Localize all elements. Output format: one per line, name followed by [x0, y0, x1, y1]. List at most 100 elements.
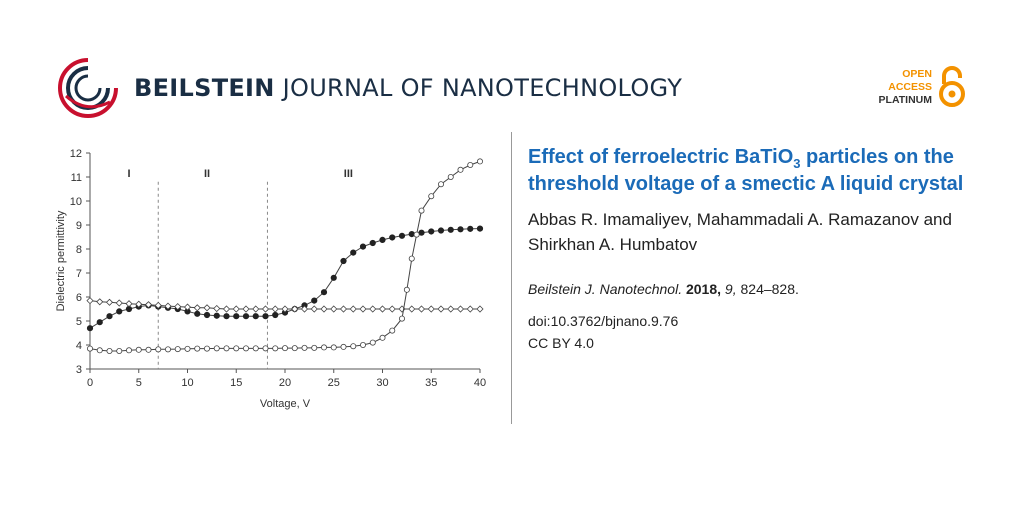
- data-point: [369, 239, 376, 247]
- series-line: [89, 160, 481, 352]
- data-point: [96, 319, 103, 326]
- data-point: [174, 303, 182, 311]
- journal-name-rest: JOURNAL OF NANOTECHNOLOGY: [282, 74, 683, 102]
- data-point: [193, 304, 201, 312]
- data-point: [252, 305, 260, 313]
- x-tick-label: 30: [376, 377, 388, 389]
- data-point: [86, 297, 94, 305]
- logo-inner-arc-icon: [74, 74, 102, 102]
- y-tick-label: 6: [76, 292, 82, 304]
- title-part1: Effect of ferroelectric BaTiO: [528, 146, 794, 168]
- data-point: [105, 298, 114, 306]
- data-point: [457, 226, 464, 233]
- citation-journal: Beilstein J. Nanotechnol.: [528, 281, 683, 297]
- data-point: [340, 343, 347, 350]
- journal-brand: BEILSTEIN: [134, 74, 275, 102]
- data-point: [311, 297, 318, 304]
- data-point: [418, 207, 425, 214]
- data-point: [252, 345, 259, 352]
- data-point: [476, 225, 484, 232]
- x-axis-label: Voltage, V: [260, 398, 311, 410]
- data-point: [281, 345, 288, 352]
- region-label: II: [204, 168, 210, 180]
- y-tick-label: 9: [76, 220, 82, 232]
- open-access-lock-icon: [939, 66, 965, 107]
- data-point: [428, 228, 435, 235]
- citation: Beilstein J. Nanotechnol. 2018, 9, 824–8…: [528, 281, 998, 297]
- data-point: [96, 347, 103, 354]
- data-point: [427, 305, 435, 313]
- y-tick-label: 11: [71, 172, 82, 184]
- series-2: [87, 158, 483, 354]
- data-point: [144, 301, 153, 309]
- data-point: [174, 346, 181, 353]
- data-point: [359, 341, 366, 348]
- citation-volume: 9,: [724, 281, 737, 297]
- series-1: [86, 297, 484, 313]
- data-point: [184, 345, 191, 352]
- dielectric-permittivity-chart: 3 4 5 6 7 8 9 10 11 12 0 5 10 15 20 25 30 35 40 Voltage, V D…: [55, 148, 486, 410]
- y-tick-label: 3: [76, 364, 82, 376]
- open-access-badge: OPEN ACCESS PLATINUM: [879, 66, 966, 108]
- data-point: [330, 305, 338, 313]
- data-point: [476, 158, 483, 165]
- citation-year: 2018,: [685, 281, 722, 297]
- data-point: [310, 305, 318, 313]
- series-0: [86, 225, 484, 332]
- data-point: [320, 289, 328, 296]
- data-point: [398, 315, 405, 322]
- data-point: [369, 305, 377, 313]
- data-point: [408, 255, 415, 262]
- data-point: [320, 344, 327, 351]
- data-point: [467, 225, 474, 232]
- data-point: [203, 304, 211, 312]
- title-subscript: 3: [793, 156, 801, 171]
- data-point: [437, 181, 444, 188]
- data-point: [476, 305, 484, 313]
- data-point: [379, 236, 386, 243]
- title-part2: particles on the threshold voltage of a …: [528, 146, 964, 195]
- data-point: [203, 311, 211, 319]
- doi-link[interactable]: doi:10.3762/bjnano.9.76: [528, 313, 679, 329]
- license[interactable]: CC BY 4.0: [528, 335, 594, 351]
- x-tick-label: 40: [474, 377, 486, 389]
- y-tick-label: 10: [70, 196, 82, 208]
- data-point: [262, 313, 269, 320]
- y-tick-label: 4: [76, 340, 82, 352]
- article-title[interactable]: Effect of ferroelectric BaTiO3 particles…: [528, 147, 998, 195]
- x-tick-label: 25: [328, 377, 340, 389]
- data-point: [378, 305, 387, 313]
- data-point: [155, 346, 162, 353]
- data-point: [291, 345, 298, 352]
- data-point: [233, 313, 240, 320]
- data-point: [428, 193, 435, 200]
- data-point: [339, 305, 348, 313]
- data-point: [311, 344, 318, 351]
- data-point: [262, 345, 269, 352]
- y-axis-label: Dielectric permittivity: [55, 210, 67, 311]
- data-point: [408, 231, 415, 238]
- data-point: [213, 304, 221, 313]
- data-point: [106, 313, 113, 320]
- x-tick-label: 5: [136, 377, 142, 389]
- region-label: I: [127, 168, 130, 180]
- data-point: [388, 305, 396, 313]
- citation-pages: 824–828.: [740, 281, 799, 297]
- plot-area: 3 4 5 6 7 8 9 10 11 12 0 5 10 15 20 25 30 35 40 Voltage, V D…: [55, 148, 486, 410]
- data-point: [403, 286, 410, 293]
- logo-red-arc-icon: [58, 58, 118, 118]
- data-point: [281, 305, 289, 313]
- data-point: [203, 345, 210, 352]
- data-point: [232, 305, 240, 313]
- data-point: [194, 310, 201, 317]
- data-point: [447, 226, 454, 233]
- data-point: [330, 344, 337, 351]
- journal-title: BEILSTEIN JOURNAL OF NANOTECHNOLOGY: [134, 74, 682, 102]
- data-point: [379, 334, 386, 341]
- authors: Abbas R. Imamaliyev, Mahammadali A. Rama…: [528, 210, 952, 254]
- data-point: [164, 302, 172, 310]
- data-point: [398, 232, 406, 239]
- data-point: [126, 347, 133, 354]
- y-tick-label: 5: [76, 316, 82, 328]
- data-point: [125, 300, 133, 308]
